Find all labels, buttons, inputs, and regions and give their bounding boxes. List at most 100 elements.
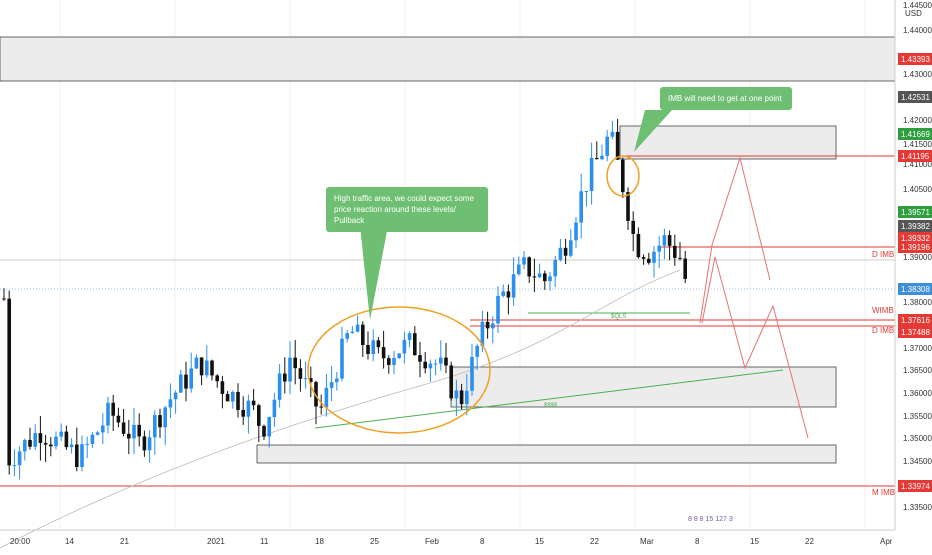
candle-body xyxy=(511,274,516,298)
candle-body xyxy=(361,324,365,345)
candle-body xyxy=(277,373,282,400)
candle-body xyxy=(548,276,552,282)
note-pointer-left xyxy=(360,226,388,320)
price-marker-label: 1.39571 xyxy=(901,208,930,217)
candle-body xyxy=(106,402,110,426)
note-pointer-right xyxy=(634,110,672,152)
candle-body xyxy=(673,245,677,258)
price-marker xyxy=(898,326,932,338)
y-tick-label: 1.33500 xyxy=(903,503,932,512)
annotation-note-imb: IMB will need to get at one point xyxy=(660,87,792,110)
candle-body xyxy=(615,131,620,160)
candle-body xyxy=(418,355,422,362)
candle-body xyxy=(402,339,407,354)
candle-body xyxy=(579,191,583,223)
candle-body xyxy=(225,393,230,402)
candle-body xyxy=(111,402,115,416)
candle-body xyxy=(90,434,95,444)
price-marker xyxy=(898,220,932,232)
candle-body xyxy=(366,344,370,354)
watermark: 8 8 8 15 127 3 xyxy=(688,516,733,523)
candle-body xyxy=(283,373,287,382)
candle-body xyxy=(80,444,84,467)
price-marker xyxy=(898,314,932,326)
candle-body xyxy=(563,247,568,256)
price-marker xyxy=(898,206,932,218)
price-marker-label: 1.37488 xyxy=(901,328,930,337)
candle-body xyxy=(662,235,667,246)
candle-body xyxy=(667,235,672,246)
candle-body xyxy=(340,338,344,379)
candle-body xyxy=(501,291,505,296)
candle-body xyxy=(189,368,193,389)
candle-body xyxy=(553,259,557,277)
candle-body xyxy=(621,159,625,193)
candle-body xyxy=(43,442,48,445)
candle-body xyxy=(657,245,661,252)
supply-zone-top xyxy=(0,36,896,82)
candle-body xyxy=(116,415,121,423)
price-marker xyxy=(898,241,932,253)
level-label: M IMB xyxy=(872,488,895,497)
projection-path-down xyxy=(701,256,809,439)
x-tick-label: 21 xyxy=(120,537,129,546)
x-tick-label: 22 xyxy=(590,537,599,546)
candle-body xyxy=(407,333,412,340)
trend-line xyxy=(314,369,784,429)
candle-body xyxy=(371,340,375,354)
projection-path-up xyxy=(699,156,771,324)
y-tick-label: 1.35000 xyxy=(903,434,932,443)
x-tick-label: 14 xyxy=(65,537,74,546)
candle-body xyxy=(532,276,537,278)
candle-body xyxy=(236,391,240,410)
candle-body xyxy=(636,233,641,258)
candle-body xyxy=(267,417,271,437)
candle-body xyxy=(298,368,303,379)
candle-body xyxy=(491,323,495,329)
candle-body xyxy=(444,357,448,366)
axis-currency: USD xyxy=(905,9,922,18)
x-tick-label: 8 xyxy=(480,537,485,546)
candle-body xyxy=(142,436,147,451)
candle-body xyxy=(683,258,687,279)
x-tick-label: 15 xyxy=(750,537,759,546)
x-tick-label: 25 xyxy=(370,537,379,546)
candle-body xyxy=(428,363,433,369)
y-tick-label: 1.41500 xyxy=(903,140,932,149)
price-marker xyxy=(898,91,932,103)
moving-average xyxy=(0,269,681,549)
price-marker-label: 1.41669 xyxy=(901,130,930,139)
x-tick-label: Mar xyxy=(640,537,654,546)
candle-body xyxy=(480,321,485,346)
x-tick-label: 18 xyxy=(315,537,324,546)
candle-body xyxy=(303,378,308,380)
candle-body xyxy=(439,357,443,364)
x-tick-label: 8 xyxy=(695,537,700,546)
candle-body xyxy=(64,431,69,448)
y-tick-label: 1.41000 xyxy=(903,160,932,169)
candle-body xyxy=(397,353,401,359)
candle-body xyxy=(605,136,609,156)
candle-body xyxy=(75,444,79,467)
y-tick-label: 1.39000 xyxy=(903,253,932,262)
candle-body xyxy=(537,273,542,278)
candle-body xyxy=(314,382,318,407)
candle-body xyxy=(454,390,459,399)
candle-body xyxy=(652,251,656,263)
level-label: D IMB xyxy=(872,326,894,335)
candle-body xyxy=(506,291,511,298)
candle-body xyxy=(309,378,313,383)
candle-body xyxy=(49,444,53,447)
price-marker xyxy=(898,53,932,65)
candle-body xyxy=(59,431,63,437)
candle-body xyxy=(631,220,635,234)
y-tick-label: 1.37000 xyxy=(903,344,932,353)
price-marker xyxy=(898,128,932,140)
candle-body xyxy=(101,425,105,433)
candle-body xyxy=(231,391,235,402)
imb-zone xyxy=(619,125,837,160)
candle-body xyxy=(574,222,578,241)
candle-body xyxy=(589,157,594,191)
